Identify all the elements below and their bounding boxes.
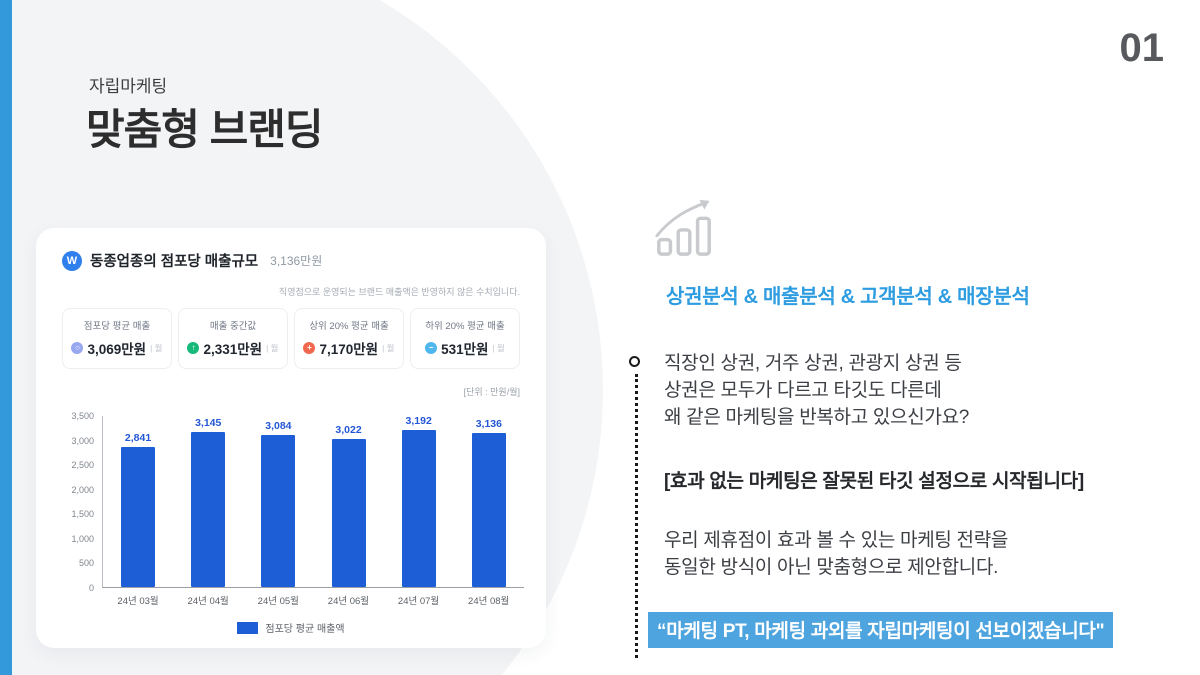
text-line: 상권은 모두가 다르고 타깃도 다른데 [664, 380, 942, 401]
stat-unit: | 월 [492, 343, 505, 353]
x-tick-label: 24년 06월 [327, 596, 370, 607]
analysis-heading: 상권분석 & 매출분석 & 고객분석 & 매장분석 [666, 286, 1030, 308]
bar-value-label: 2,841 [124, 432, 152, 445]
stat-box-average: 점포당 평균 매출 ○ 3,069만원 | 월 [62, 308, 172, 369]
x-tick-label: 24년 07월 [397, 596, 440, 607]
y-tick-label: 2,000 [71, 484, 94, 495]
bar [471, 432, 506, 587]
bar-cell: 3,084 [245, 420, 312, 587]
bar-plot: 2,841 3,145 3,084 3,022 3,192 3,136 [102, 415, 524, 588]
stat-box-bottom20: 하위 20% 평균 매출 − 531만원 | 월 [410, 308, 520, 369]
bar-value-label: 3,136 [475, 417, 502, 430]
stat-label: 상위 20% 평균 매출 [309, 321, 389, 332]
bar [191, 432, 226, 587]
bar-cell: 3,145 [175, 417, 242, 587]
x-axis: 24년 03월 24년 04월 24년 05월 24년 06월 24년 07월 24년 0… [103, 593, 524, 607]
chart-unit-note: [단위 : 만원/월] [463, 387, 520, 397]
bar-value-label: 3,084 [265, 420, 292, 433]
text-line: 왜 같은 마케팅을 반복하고 있으신가요? [664, 407, 970, 428]
x-tick-label: 24년 03월 [117, 596, 159, 607]
brand-logo-icon: W [62, 250, 82, 271]
stat-unit: | 월 [382, 343, 395, 353]
stat-label: 하위 20% 평균 매출 [425, 321, 505, 332]
stat-dot-icon: − [425, 342, 438, 354]
text-line: 우리 제휴점이 효과 볼 수 있는 마케팅 전략을 [664, 530, 1009, 551]
text-line: 직장인 상권, 거주 상권, 관광지 상권 등 [664, 353, 962, 374]
page-number: 01 [1119, 26, 1165, 70]
stat-label: 점포당 평균 매출 [83, 321, 151, 332]
card-disclaimer: 직영점으로 운영되는 브랜드 매출액은 반영하지 않은 수치입니다. [278, 287, 520, 297]
y-tick-label: 1,000 [71, 533, 94, 544]
text-line: 동일한 방식이 아닌 맞춤형으로 제안합니다. [664, 557, 999, 578]
stat-box-top20: 상위 20% 평균 매출 + 7,170만원 | 월 [294, 308, 404, 369]
bar [261, 435, 296, 587]
bar-value-label: 3,192 [405, 415, 432, 428]
y-tick-label: 1,500 [71, 509, 94, 520]
card-header: W 동종업종의 점포당 매출규모 3,136만원 [36, 228, 546, 271]
stat-value: 3,069만원 [87, 342, 147, 357]
stat-value: 531만원 [441, 342, 489, 357]
bar-cell: 3,136 [455, 418, 522, 587]
card-title: 동종업종의 점포당 매출규모 [90, 254, 259, 270]
y-tick-label: 0 [88, 583, 94, 593]
stat-value: 2,331만원 [203, 342, 263, 357]
bar [331, 438, 366, 587]
chart-legend: 점포당 평균 매출액 [58, 620, 524, 635]
bar-chart: 0 500 1,000 1,500 2,000 2,500 3,000 3,500 2,841… [58, 411, 524, 635]
card-title-value: 3,136만원 [270, 254, 323, 268]
emphasis-statement: [효과 없는 마케팅은 잘못된 타깃 설정으로 시작됩니다] [664, 471, 1084, 492]
bar [121, 447, 156, 587]
legend-label: 점포당 평균 매출액 [265, 624, 345, 635]
legend-swatch [237, 621, 259, 634]
paragraph-solution: 우리 제휴점이 효과 볼 수 있는 마케팅 전략을 동일한 방식이 아닌 맞춤형… [664, 527, 1164, 581]
x-tick-label: 24년 08월 [468, 596, 510, 607]
paragraph-problem: 직장인 상권, 거주 상권, 관광지 상권 등 상권은 모두가 다르고 타깃도 … [664, 350, 1164, 431]
stat-dot-icon: ○ [71, 342, 84, 354]
bar [401, 430, 436, 587]
growth-chart-icon [655, 199, 711, 256]
y-tick-label: 2,500 [71, 460, 94, 471]
stat-dot-icon: + [303, 342, 316, 354]
y-tick-label: 3,000 [71, 435, 94, 446]
bar-cell: 3,192 [385, 415, 452, 587]
timeline-dotted-line [635, 374, 638, 658]
stat-label: 매출 중간값 [209, 321, 257, 332]
x-tick-label: 24년 04월 [187, 596, 229, 607]
stat-unit: | 월 [150, 343, 163, 353]
highlight-quote: “마케팅 PT, 마케팅 과외를 자립마케팅이 선보이겠습니다" [648, 612, 1114, 648]
y-tick-label: 500 [78, 558, 94, 569]
bar-cell: 2,841 [104, 432, 171, 587]
x-tick-label: 24년 05월 [257, 596, 299, 607]
y-tick-label: 3,500 [71, 411, 94, 421]
stat-box-median: 매출 중간값 ↑ 2,331만원 | 월 [178, 308, 288, 369]
stat-value: 7,170만원 [319, 342, 379, 357]
bar-cell: 3,022 [315, 423, 382, 587]
stats-row: 점포당 평균 매출 ○ 3,069만원 | 월 매출 중간값 ↑ 2,331만원… [62, 308, 520, 369]
page-title: 맞춤형 브랜딩 [86, 106, 324, 153]
brand-eyebrow: 자립마케팅 [89, 77, 168, 96]
left-accent-bar [0, 0, 12, 675]
stat-dot-icon: ↑ [187, 342, 200, 354]
bar-value-label: 3,145 [195, 417, 222, 430]
y-axis: 0 500 1,000 1,500 2,000 2,500 3,000 3,500 [58, 411, 102, 593]
timeline-marker-icon [629, 356, 640, 367]
sales-report-card: W 동종업종의 점포당 매출규모 3,136만원 직영점으로 운영되는 브랜드 … [36, 228, 546, 648]
stat-unit: | 월 [266, 343, 279, 353]
bar-value-label: 3,022 [335, 423, 362, 436]
